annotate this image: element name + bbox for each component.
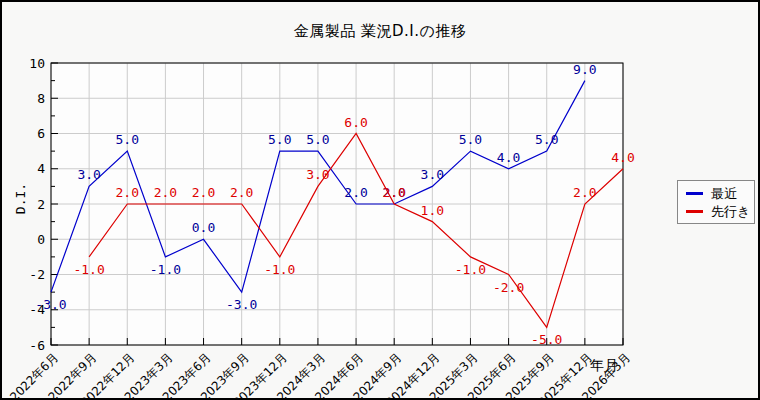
outlook-line-swatch [686,210,703,213]
point-label-recent: 4.0 [497,150,520,165]
point-label-recent: 5.0 [535,132,558,147]
y-axis-label: D.I. [13,178,28,220]
y-tick-label: 0 [37,232,45,247]
point-label-recent: -1.0 [150,262,181,277]
legend-item-recent: 最近 [686,187,754,200]
point-label-recent: -3.0 [35,297,66,312]
point-label-outlook: 2.0 [573,185,596,200]
point-label-outlook: 3.0 [306,167,329,182]
x-axis-label: 年月 [590,357,618,375]
point-label-outlook: 4.0 [611,150,634,165]
point-label-recent: 5.0 [116,132,139,147]
point-label-outlook: 6.0 [344,115,367,130]
point-label-outlook: -1.0 [455,262,486,277]
point-label-recent: 5.0 [268,132,291,147]
point-label-recent: 0.0 [192,220,215,235]
point-label-outlook: -5.0 [531,332,562,347]
legend-label-outlook: 先行き [711,205,750,218]
y-tick-label: 6 [37,126,45,141]
point-label-recent: -3.0 [226,297,257,312]
point-label-outlook: -1.0 [264,262,295,277]
point-label-recent: 9.0 [573,62,596,77]
point-label-outlook: 2.0 [382,185,405,200]
point-label-recent: 5.0 [306,132,329,147]
point-label-outlook: -1.0 [73,262,104,277]
legend-label-recent: 最近 [711,187,737,200]
point-label-outlook: 2.0 [230,185,253,200]
point-label-recent: 3.0 [77,167,100,182]
legend: 最近 先行き [677,180,755,224]
y-tick-label: -2 [29,267,45,282]
y-tick-label: 8 [37,91,45,106]
y-tick-label: -6 [29,338,45,353]
point-label-outlook: 2.0 [154,185,177,200]
point-label-recent: 2.0 [344,185,367,200]
point-label-outlook: 2.0 [116,185,139,200]
y-tick-label: 4 [37,161,45,176]
legend-item-outlook: 先行き [686,205,754,218]
point-label-recent: 5.0 [459,132,482,147]
chart-window: -6-4-202468102022年6月2022年9月2022年12月2023年… [0,0,760,400]
point-label-outlook: 2.0 [192,185,215,200]
point-label-outlook: -2.0 [493,280,524,295]
point-label-outlook: 1.0 [421,203,444,218]
chart-title: 金属製品 業況D.I.の推移 [2,22,758,41]
plot-area: -6-4-202468102022年6月2022年9月2022年12月2023年… [2,2,760,400]
y-tick-label: 10 [29,56,45,71]
point-label-recent: 3.0 [421,167,444,182]
y-tick-label: 2 [37,197,45,212]
recent-line-swatch [686,192,703,195]
